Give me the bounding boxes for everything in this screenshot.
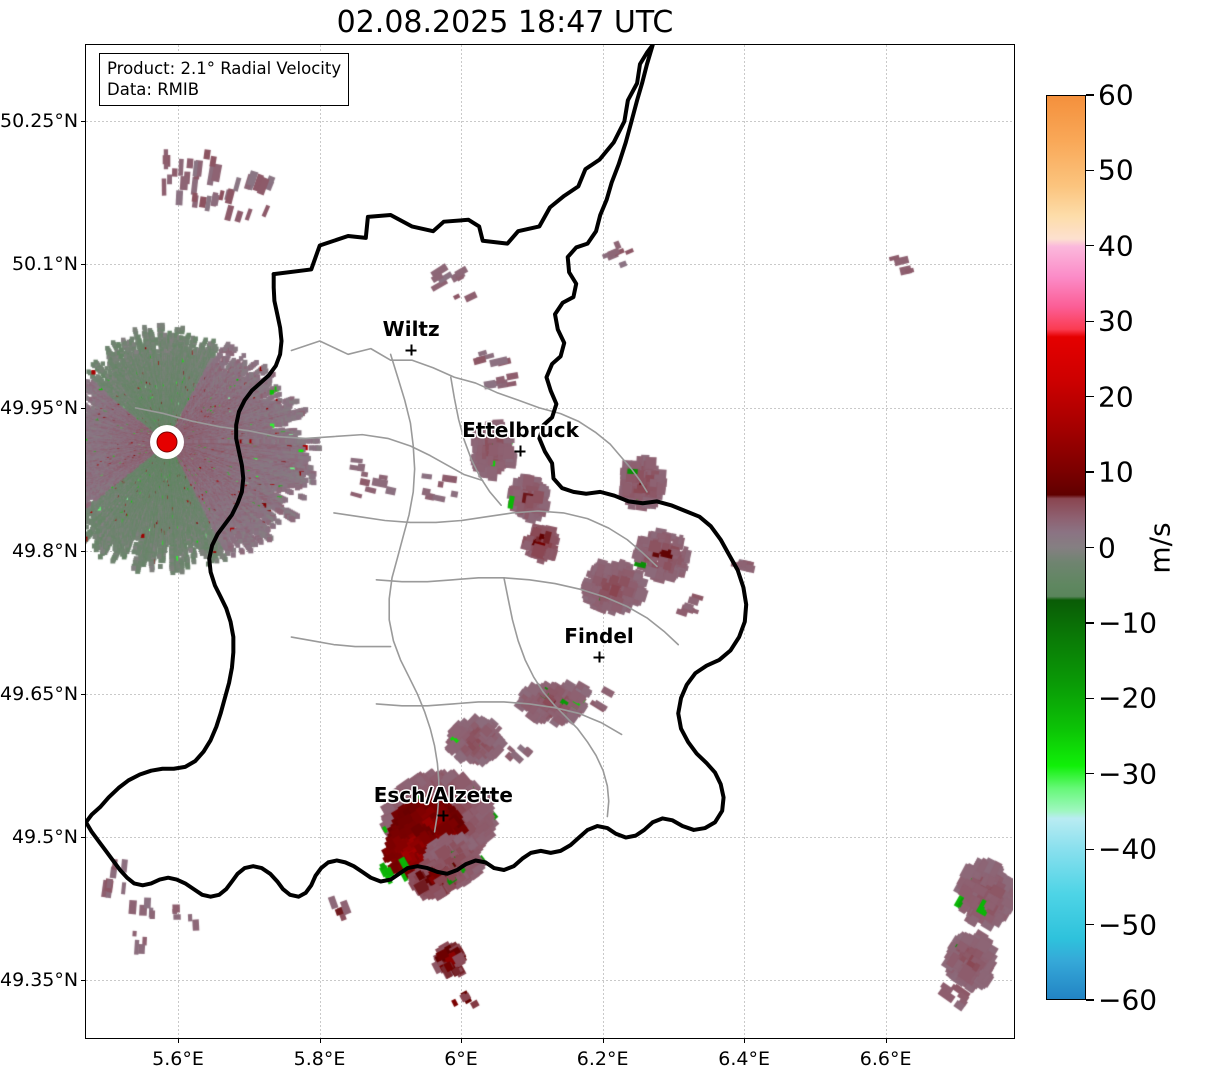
colorbar-tick-label: −40 xyxy=(1098,832,1158,866)
colorbar-tick-label: 0 xyxy=(1098,531,1116,564)
x-axis-tick-label: 5.6°E xyxy=(152,1048,204,1070)
x-axis-tick xyxy=(744,1039,746,1043)
colorbar-tick xyxy=(1086,697,1094,699)
radar-site-marker[interactable] xyxy=(156,431,178,453)
x-axis-tick-label: 6°E xyxy=(444,1048,478,1070)
x-axis-tick-label: 6.2°E xyxy=(576,1048,629,1070)
colorbar-tick xyxy=(1086,320,1094,322)
canton-border-2 xyxy=(388,353,440,833)
canton-border-6 xyxy=(375,701,623,736)
colorbar-tick xyxy=(1086,245,1094,247)
y-axis-tick xyxy=(81,550,85,552)
city-marker-esch-alzette xyxy=(437,810,449,822)
y-axis-tick xyxy=(81,836,85,838)
colorbar-tick-label: 50 xyxy=(1098,153,1134,187)
colorbar-tick xyxy=(1086,396,1094,398)
colorbar-tick xyxy=(1086,546,1094,549)
y-axis-tick xyxy=(81,121,85,123)
colorbar-tick-label: −20 xyxy=(1098,681,1158,715)
canton-border-4 xyxy=(375,576,680,646)
canton-border-7 xyxy=(449,376,502,507)
product-info-box: Product: 2.1° Radial Velocity Data: RMIB xyxy=(99,53,350,107)
info-product-line: Product: 2.1° Radial Velocity xyxy=(107,59,342,78)
canton-border-3 xyxy=(333,510,658,568)
colorbar-tick xyxy=(1086,622,1094,624)
colorbar-tick xyxy=(1086,471,1094,473)
city-marker-findel xyxy=(593,651,605,663)
x-axis-tick xyxy=(178,1039,179,1043)
x-axis-tick xyxy=(461,1039,462,1043)
colorbar-tick-label: 40 xyxy=(1098,229,1134,263)
colorbar[interactable] xyxy=(1046,95,1086,1000)
city-label-findel: Findel xyxy=(564,624,634,649)
colorbar-tick-label: −30 xyxy=(1098,757,1158,791)
colorbar-tick xyxy=(1086,773,1094,775)
y-axis-tick xyxy=(81,264,85,266)
y-axis-tick-label: 49.35°N xyxy=(0,968,79,991)
canton-border-8 xyxy=(290,636,392,648)
national-border-east xyxy=(86,45,749,899)
colorbar-tick xyxy=(1086,999,1094,1001)
city-label-ettelbruck: Ettelbruck xyxy=(462,418,579,443)
x-axis-tick xyxy=(319,1039,321,1043)
y-axis-tick xyxy=(81,407,85,409)
city-label-esch-alzette: Esch/Alzette xyxy=(373,782,513,807)
map-canvas: Wiltz Ettelbruck Findel Esch/Alzette Produc… xyxy=(86,45,1014,1038)
canton-border-5 xyxy=(503,576,610,818)
y-axis-tick-label: 49.5°N xyxy=(11,825,78,848)
canton-border-1 xyxy=(134,407,484,482)
colorbar-tick-label: −10 xyxy=(1098,606,1158,640)
y-axis-tick-label: 49.65°N xyxy=(0,682,79,705)
colorbar-tick xyxy=(1086,923,1094,926)
figure-title: 02.08.2025 18:47 UTC xyxy=(336,5,674,40)
info-data-line: Data: RMIB xyxy=(107,80,200,100)
city-label-wiltz: Wiltz xyxy=(382,317,440,342)
y-axis-tick xyxy=(81,693,85,695)
colorbar-gradient xyxy=(1047,96,1085,999)
colorbar-tick xyxy=(1086,169,1094,172)
colorbar-tick-label: 10 xyxy=(1098,455,1134,489)
administrative-borders xyxy=(86,45,749,899)
map-plot-area[interactable]: Wiltz Ettelbruck Findel Esch/Alzette Produc… xyxy=(85,44,1015,1039)
y-axis-tick-label: 50.1°N xyxy=(11,253,78,276)
x-axis-tick xyxy=(885,1039,887,1043)
y-axis-tick xyxy=(81,979,85,981)
colorbar-tick xyxy=(1086,94,1094,96)
colorbar-tick-label: 30 xyxy=(1098,304,1134,338)
y-axis-tick-label: 50.25°N xyxy=(0,110,79,133)
colorbar-tick-label: 20 xyxy=(1098,380,1134,414)
canton-border-0 xyxy=(290,340,648,493)
x-axis-tick-label: 6.6°E xyxy=(859,1048,912,1070)
national-border-west xyxy=(86,272,284,825)
colorbar-tick-label: −60 xyxy=(1098,983,1158,1017)
x-axis-tick xyxy=(602,1039,604,1043)
colorbar-tick-label: 60 xyxy=(1098,78,1134,112)
city-marker-wiltz xyxy=(405,344,417,356)
colorbar-unit-label: m/s xyxy=(1143,522,1177,574)
city-marker-ettelbruck xyxy=(514,445,526,457)
y-axis-tick-label: 49.95°N xyxy=(0,396,79,419)
colorbar-tick xyxy=(1086,848,1094,850)
colorbar-tick-label: −50 xyxy=(1098,908,1158,942)
x-axis-tick-label: 6.4°E xyxy=(718,1048,770,1070)
y-axis-tick-label: 49.8°N xyxy=(11,539,78,562)
x-axis-tick-label: 5.8°E xyxy=(293,1048,346,1070)
